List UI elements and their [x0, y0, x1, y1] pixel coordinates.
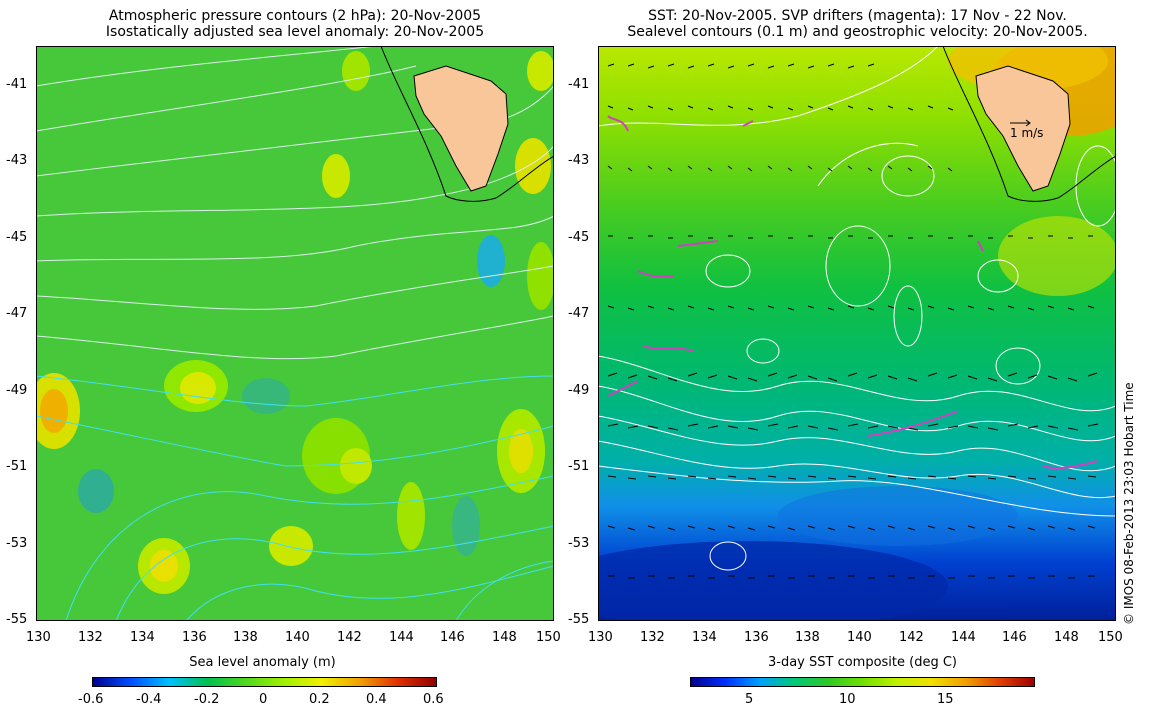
sla-anomaly-blob	[180, 372, 216, 404]
tasmania-land[interactable]	[975, 65, 1071, 192]
right-ytick: -55	[568, 612, 590, 627]
imos-credit: © IMOS 08-Feb-2013 23:03 Hobart Time	[1122, 382, 1136, 625]
right-ytick: -47	[568, 306, 590, 321]
left-title-line2: Isostatically adjusted sea level anomaly…	[105, 24, 485, 40]
sla-anomaly-blob	[527, 242, 554, 310]
sla-cbar-tick: -0.4	[136, 692, 162, 707]
sla-anomaly-blob	[397, 482, 425, 550]
coastline-contour	[380, 46, 554, 202]
sla-cbar-tick: 0.4	[366, 692, 387, 707]
right-xtick: 144	[951, 630, 976, 645]
left-xtick: 134	[130, 630, 155, 645]
right-xtick: 136	[744, 630, 769, 645]
sst-cbar-tick: 5	[745, 692, 754, 707]
pressure-contours	[36, 46, 554, 360]
sla-anomaly-blob	[78, 469, 114, 513]
left-ytick: -45	[6, 230, 28, 245]
right-ytick: -53	[568, 536, 590, 551]
right-ytick: -43	[568, 153, 590, 168]
scale-arrow-label: 1 m/s	[1010, 126, 1044, 140]
right-ytick: -45	[568, 230, 590, 245]
sst-cold-region	[598, 541, 948, 621]
left-title-line1: Atmospheric pressure contours (2 hPa): 2…	[108, 8, 482, 24]
sla-anomaly-blob	[322, 154, 350, 198]
sst-map-svg	[598, 46, 1116, 621]
sla-cbar-tick: 0	[259, 692, 268, 707]
left-xtick: 136	[182, 630, 207, 645]
left-xtick: 132	[78, 630, 103, 645]
right-ytick: -51	[568, 459, 590, 474]
tasmania-land[interactable]	[413, 65, 509, 192]
right-ytick: -49	[568, 383, 590, 398]
right-xtick: 134	[692, 630, 717, 645]
left-xtick: 130	[26, 630, 51, 645]
sla-anomaly-blob	[515, 138, 551, 194]
sla-anomaly-blob	[269, 526, 313, 566]
right-xtick: 140	[847, 630, 872, 645]
svp-drifter-tracks	[607, 115, 1099, 470]
right-title-line2: Sealevel contours (0.1 m) and geostrophi…	[627, 24, 1088, 40]
coastline-contour	[942, 46, 1116, 202]
sst-colorbar-label: 3-day SST composite (deg C)	[767, 655, 958, 670]
sla-cbar-tick: 0.2	[309, 692, 330, 707]
sla-anomaly-blob	[527, 51, 554, 91]
pressure-contours-low	[36, 375, 554, 621]
scale-arrow-icon	[1010, 119, 1031, 127]
sea-level-anomaly-map-svg	[36, 46, 554, 621]
sla-anomaly-blob	[150, 550, 178, 582]
left-xtick: 148	[492, 630, 517, 645]
left-xtick: 142	[337, 630, 362, 645]
left-ytick: -55	[6, 612, 28, 627]
left-xtick: 140	[285, 630, 310, 645]
left-ytick: -53	[6, 536, 28, 551]
right-xtick: 130	[588, 630, 613, 645]
sla-anomaly-blob	[477, 235, 505, 287]
sst-warm-region	[998, 216, 1116, 296]
sst-cold-region	[778, 486, 1018, 546]
sst-map[interactable]: 1 m/s	[598, 46, 1116, 621]
right-xtick: 150	[1098, 630, 1123, 645]
sla-cbar-tick: -0.2	[194, 692, 220, 707]
sla-cbar-tick: 0.6	[423, 692, 444, 707]
left-ytick: -41	[6, 77, 28, 92]
left-panel-title: Atmospheric pressure contours (2 hPa): 2…	[40, 8, 550, 40]
left-xtick: 150	[536, 630, 561, 645]
right-xtick: 148	[1054, 630, 1079, 645]
left-xtick: 144	[389, 630, 414, 645]
sla-anomaly-blob	[340, 448, 372, 484]
sst-cbar-tick: 15	[937, 692, 954, 707]
sealevel-contours	[598, 46, 1116, 571]
sst-cbar-tick: 10	[839, 692, 856, 707]
right-xtick: 146	[1002, 630, 1027, 645]
right-title-line1: SST: 20-Nov-2005. SVP drifters (magenta)…	[648, 8, 1067, 24]
right-xtick: 142	[899, 630, 924, 645]
left-ytick: -51	[6, 459, 28, 474]
left-ytick: -47	[6, 306, 28, 321]
sla-anomaly-blob	[242, 378, 290, 414]
right-ytick: -41	[568, 77, 590, 92]
right-xtick: 138	[795, 630, 820, 645]
sla-colorbar	[92, 677, 437, 687]
sla-anomaly-blob	[40, 389, 68, 433]
left-ytick: -49	[6, 383, 28, 398]
geostrophic-velocity-arrows	[607, 63, 1099, 579]
right-xtick: 132	[640, 630, 665, 645]
sla-anomaly-blob	[509, 429, 533, 473]
right-panel-title: SST: 20-Nov-2005. SVP drifters (magenta)…	[600, 8, 1115, 40]
sla-anomaly-blob	[452, 496, 480, 556]
sla-colorbar-label: Sea level anomaly (m)	[189, 655, 336, 670]
sst-colorbar	[690, 677, 1035, 687]
left-ytick: -43	[6, 153, 28, 168]
sla-cbar-tick: -0.6	[78, 692, 104, 707]
sla-anomaly-blob	[342, 51, 370, 91]
left-xtick: 146	[440, 630, 465, 645]
left-xtick: 138	[233, 630, 258, 645]
sea-level-anomaly-map[interactable]	[36, 46, 554, 621]
